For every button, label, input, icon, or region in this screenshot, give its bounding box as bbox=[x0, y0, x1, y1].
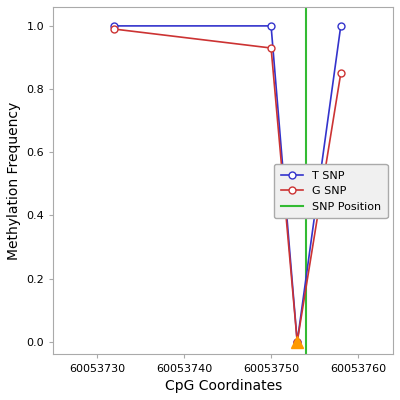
Legend: T SNP, G SNP, SNP Position: T SNP, G SNP, SNP Position bbox=[274, 164, 388, 218]
Y-axis label: Methylation Frequency: Methylation Frequency bbox=[7, 102, 21, 260]
X-axis label: CpG Coordinates: CpG Coordinates bbox=[164, 379, 282, 393]
